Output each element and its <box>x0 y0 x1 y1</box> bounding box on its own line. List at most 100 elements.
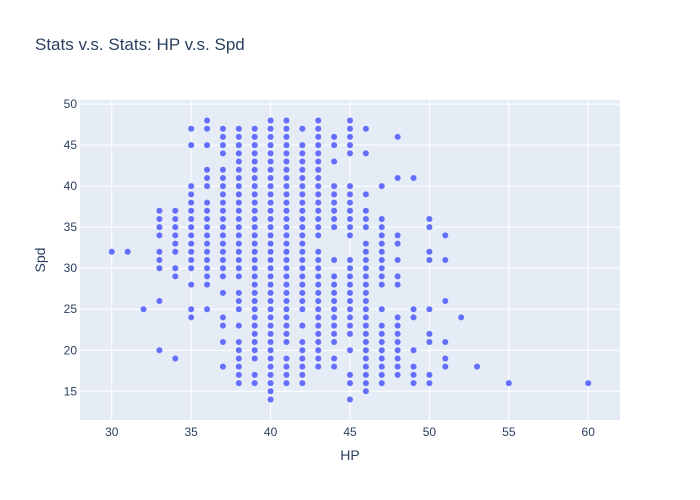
data-point <box>172 240 179 247</box>
data-point <box>172 248 179 255</box>
data-point <box>299 199 306 206</box>
data-point <box>331 207 338 214</box>
data-point <box>378 215 385 222</box>
data-point <box>315 281 322 288</box>
data-point <box>188 232 195 239</box>
data-point <box>362 125 369 132</box>
data-point <box>362 240 369 247</box>
data-point <box>156 224 163 231</box>
data-point <box>251 314 258 321</box>
data-point <box>235 273 242 280</box>
data-point <box>347 199 353 206</box>
data-point <box>362 150 369 157</box>
data-point <box>204 248 211 255</box>
data-point <box>378 281 385 288</box>
data-point <box>219 199 226 206</box>
data-point <box>251 232 258 239</box>
data-point <box>172 215 179 222</box>
data-point <box>219 314 226 321</box>
data-point <box>283 314 290 321</box>
data-point <box>283 248 290 255</box>
data-point <box>204 166 211 173</box>
data-point <box>267 133 274 140</box>
data-point <box>283 133 290 140</box>
data-point <box>235 289 242 296</box>
data-point <box>219 142 226 149</box>
data-point <box>394 273 401 280</box>
data-point <box>188 224 195 231</box>
data-point <box>267 322 274 329</box>
data-point <box>156 207 163 214</box>
data-point <box>315 363 322 370</box>
data-point <box>378 347 385 354</box>
x-tick-label: 55 <box>502 425 516 439</box>
data-point <box>283 257 290 263</box>
data-point <box>299 339 306 346</box>
data-point <box>267 191 274 198</box>
data-point <box>299 248 306 255</box>
data-point <box>442 298 449 305</box>
data-point <box>188 257 195 263</box>
data-point <box>204 142 211 149</box>
data-point <box>394 330 401 337</box>
data-point <box>267 380 274 387</box>
data-point <box>299 174 306 181</box>
data-point <box>219 257 226 263</box>
data-point <box>204 306 211 313</box>
data-point <box>331 355 338 362</box>
data-point <box>394 281 401 288</box>
data-point <box>204 240 211 247</box>
data-point <box>315 166 322 173</box>
data-point <box>283 150 290 157</box>
data-point <box>331 330 338 337</box>
data-point <box>378 339 385 346</box>
data-point <box>331 257 338 263</box>
data-point <box>251 330 258 337</box>
data-point <box>235 257 242 263</box>
data-point <box>235 199 242 206</box>
data-point <box>315 117 322 124</box>
data-point <box>315 248 322 255</box>
data-point <box>267 265 274 272</box>
data-point <box>219 363 226 370</box>
data-point <box>315 330 322 337</box>
data-point <box>251 339 258 346</box>
data-point <box>251 322 258 329</box>
y-tick-label: 45 <box>64 138 78 152</box>
data-point <box>188 314 195 321</box>
data-point <box>251 207 258 214</box>
data-point <box>394 174 401 181</box>
data-point <box>251 265 258 272</box>
data-point <box>251 191 258 198</box>
data-point <box>188 306 195 313</box>
data-point <box>347 191 353 198</box>
data-point <box>283 355 290 362</box>
data-point <box>347 273 353 280</box>
data-point <box>315 199 322 206</box>
data-point <box>172 224 179 231</box>
data-point <box>331 281 338 288</box>
data-point <box>172 265 179 272</box>
data-point <box>410 314 417 321</box>
data-point <box>251 125 258 132</box>
data-point <box>362 371 369 378</box>
data-point <box>251 306 258 313</box>
data-point <box>235 150 242 157</box>
data-point <box>299 371 306 378</box>
data-point <box>235 133 242 140</box>
data-point <box>235 306 242 313</box>
data-point <box>315 232 322 239</box>
data-point <box>204 281 211 288</box>
data-point <box>283 191 290 198</box>
data-point <box>235 166 242 173</box>
data-point <box>394 240 401 247</box>
data-point <box>283 125 290 132</box>
data-point <box>410 371 417 378</box>
data-point <box>124 248 131 255</box>
data-point <box>251 183 258 190</box>
data-point <box>283 371 290 378</box>
data-point <box>251 240 258 247</box>
data-point <box>267 183 274 190</box>
data-point <box>378 232 385 239</box>
